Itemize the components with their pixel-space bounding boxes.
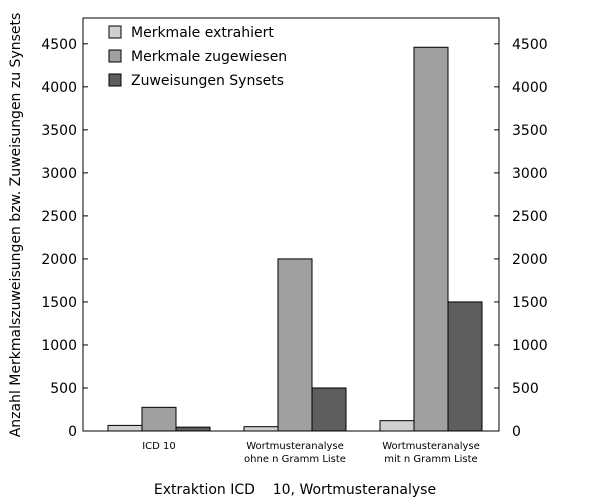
category-label: Wortmusteranalyse <box>382 441 480 452</box>
y-tick-label-left: 2000 <box>41 252 77 268</box>
bar-merkmale-extrahiert-0 <box>107 424 143 432</box>
category-label: ohne n Gramm Liste <box>244 454 346 465</box>
y-axis-title: Anzahl Merkmalszuweisungen bzw. Zuweisun… <box>8 13 24 438</box>
category-label: Wortmusteranalyse <box>246 441 344 452</box>
y-tick-label-right: 1000 <box>512 338 548 354</box>
bar-merkmale-extrahiert-2 <box>379 420 415 432</box>
y-tick-label-right: 3500 <box>512 123 548 139</box>
bar-zuweisungen-synsets-0 <box>175 426 211 432</box>
y-tick-label-left: 500 <box>50 381 77 397</box>
y-tick-label-right: 500 <box>512 381 539 397</box>
y-axis-left: 0 500 1000 1500 2000 2500 3000 3500 4000 4500 <box>41 37 88 440</box>
y-tick-label-left: 1500 <box>41 295 77 311</box>
y-tick-label-left: 4500 <box>41 37 77 53</box>
legend-swatch <box>108 25 122 39</box>
bar-zuweisungen-synsets-1 <box>311 387 347 432</box>
y-tick-label-left: 0 <box>68 424 77 440</box>
y-tick-label-right: 4500 <box>512 37 548 53</box>
y-tick-label-left: 1000 <box>41 338 77 354</box>
y-tick-label-right: 3000 <box>512 166 548 182</box>
legend-label: Merkmale zugewiesen <box>131 49 287 65</box>
category-label: ICD 10 <box>142 441 176 452</box>
y-tick-label-right: 2500 <box>512 209 548 225</box>
x-axis-title: Extraktion ICD 10, Wortmusteranalyse <box>154 482 436 498</box>
legend-swatch <box>108 49 122 63</box>
bar-zuweisungen-synsets-2 <box>447 301 483 432</box>
y-tick-label-right: 4000 <box>512 80 548 96</box>
category-label: mit n Gramm Liste <box>384 454 477 465</box>
bar-merkmale-zugewiesen-0 <box>141 406 177 432</box>
y-tick-label-left: 3500 <box>41 123 77 139</box>
x-axis-categories: ICD 10 Wortmusteranalyse ohne n Gramm List… <box>142 441 480 465</box>
y-axis-right: 0 500 1000 1500 2000 2500 3000 3500 4000 4500 <box>494 37 548 440</box>
legend-label: Zuweisungen Synsets <box>131 73 284 89</box>
legend: Merkmale extrahiert Merkmale zugewiesen Zu… <box>108 25 287 89</box>
legend-swatch <box>108 73 122 87</box>
y-tick-label-right: 2000 <box>512 252 548 268</box>
bar-merkmale-zugewiesen-2 <box>413 46 449 432</box>
bars <box>107 46 483 432</box>
y-tick-label-right: 1500 <box>512 295 548 311</box>
y-tick-label-left: 3000 <box>41 166 77 182</box>
y-tick-label-right: 0 <box>512 424 521 440</box>
bar-merkmale-zugewiesen-1 <box>277 258 313 432</box>
y-tick-label-left: 2500 <box>41 209 77 225</box>
y-tick-label-left: 4000 <box>41 80 77 96</box>
legend-label: Merkmale extrahiert <box>131 25 274 41</box>
bar-merkmale-extrahiert-1 <box>243 426 279 432</box>
